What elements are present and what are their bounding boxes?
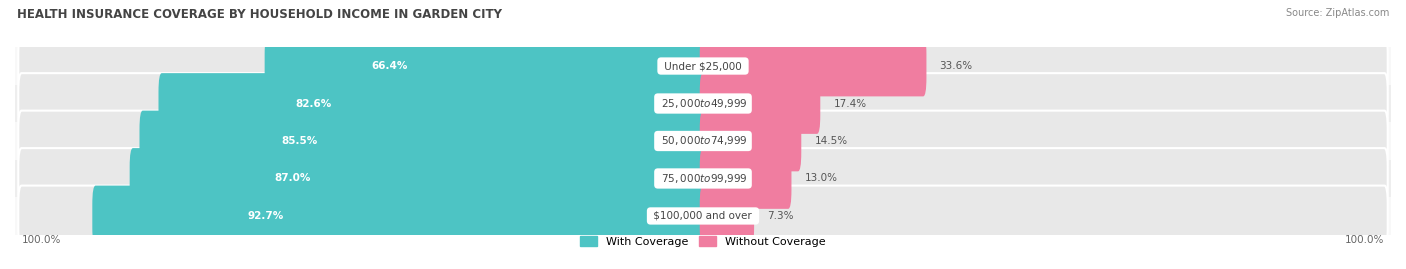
Bar [15,47,1391,85]
Text: 100.0%: 100.0% [1346,235,1385,245]
Text: 66.4%: 66.4% [371,61,408,71]
Text: 85.5%: 85.5% [281,136,318,146]
Bar [15,160,1391,197]
FancyBboxPatch shape [700,36,927,96]
FancyBboxPatch shape [18,186,1388,246]
FancyBboxPatch shape [700,111,801,171]
Text: $25,000 to $49,999: $25,000 to $49,999 [658,97,748,110]
FancyBboxPatch shape [139,111,706,171]
FancyBboxPatch shape [18,36,1388,96]
FancyBboxPatch shape [264,36,706,96]
FancyBboxPatch shape [129,148,706,209]
Text: 17.4%: 17.4% [834,98,866,108]
Text: 7.3%: 7.3% [768,211,794,221]
FancyBboxPatch shape [159,73,706,134]
Bar [15,197,1391,235]
FancyBboxPatch shape [700,73,820,134]
Text: $75,000 to $99,999: $75,000 to $99,999 [658,172,748,185]
Text: Source: ZipAtlas.com: Source: ZipAtlas.com [1285,8,1389,18]
FancyBboxPatch shape [18,73,1388,134]
Text: HEALTH INSURANCE COVERAGE BY HOUSEHOLD INCOME IN GARDEN CITY: HEALTH INSURANCE COVERAGE BY HOUSEHOLD I… [17,8,502,21]
FancyBboxPatch shape [700,148,792,209]
Text: 82.6%: 82.6% [295,98,332,108]
Text: 13.0%: 13.0% [804,174,838,183]
FancyBboxPatch shape [18,148,1388,209]
Bar [15,85,1391,122]
Text: $100,000 and over: $100,000 and over [651,211,755,221]
FancyBboxPatch shape [93,186,706,246]
Text: 100.0%: 100.0% [21,235,60,245]
Bar [15,122,1391,160]
Text: 33.6%: 33.6% [939,61,973,71]
Text: Under $25,000: Under $25,000 [661,61,745,71]
Text: $50,000 to $74,999: $50,000 to $74,999 [658,134,748,147]
FancyBboxPatch shape [18,111,1388,171]
Text: 14.5%: 14.5% [814,136,848,146]
FancyBboxPatch shape [700,186,754,246]
Text: 87.0%: 87.0% [274,174,311,183]
Legend: With Coverage, Without Coverage: With Coverage, Without Coverage [576,232,830,252]
Text: 92.7%: 92.7% [247,211,284,221]
